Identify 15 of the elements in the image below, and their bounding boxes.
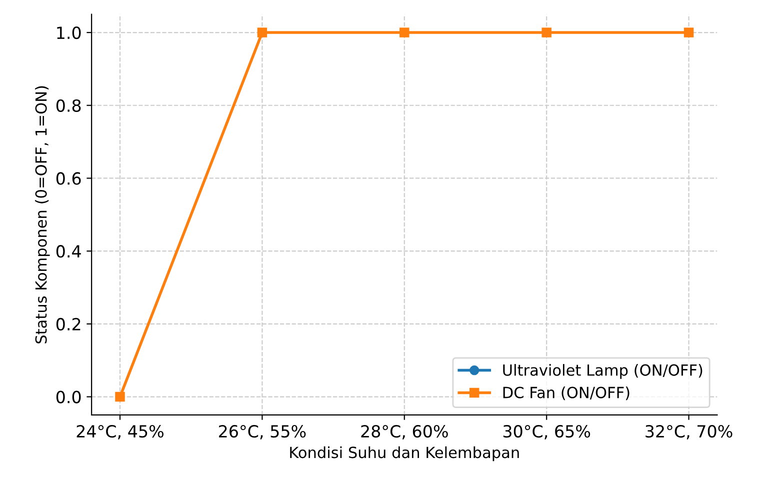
legend-label: DC Fan (ON/OFF) xyxy=(503,386,630,400)
y-tick-label: 0.6 xyxy=(56,172,81,185)
y-tick-label: 1.0 xyxy=(57,26,81,40)
x-tick-label: 32°C, 70% xyxy=(646,425,732,440)
x-tick-label: 26°C, 55% xyxy=(219,425,306,440)
y-tick-label: 0.0 xyxy=(56,390,81,404)
x-tick-label: 28°C, 60% xyxy=(361,425,448,440)
y-tick-label: 0.2 xyxy=(56,318,80,330)
x-axis-title: Kondisi Suhu dan Kelembapan xyxy=(290,446,519,462)
y-axis-title: Status Komponen (0=OFF, 1=ON) xyxy=(35,86,50,344)
x-tick-label: 24°C, 45% xyxy=(76,425,164,440)
legend-label: Ultraviolet Lamp (ON/OFF) xyxy=(503,364,702,379)
x-tick-label: 30°C, 65% xyxy=(503,425,590,440)
y-tick-label: 0.4 xyxy=(56,245,81,258)
y-tick-label: 0.8 xyxy=(56,99,81,112)
